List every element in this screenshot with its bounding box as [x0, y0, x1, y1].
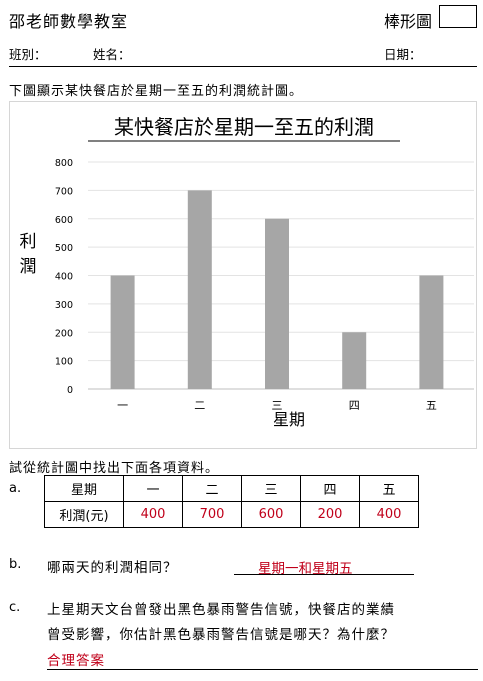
question-c-line-1: 上星期天文台曾發出黑色暴雨警告信號，快餐店的業績 [47, 602, 395, 618]
x-tick-label: 二 [194, 399, 205, 412]
y-tick-labels: 0 100 200 300 400 500 600 700 800 [55, 158, 73, 396]
bar [110, 275, 135, 389]
bar [265, 218, 289, 389]
question-c-line-2: 曾受影響，你估計黑色暴雨警告信號是哪天？為什麼？ [47, 627, 395, 643]
question-b-text: 哪兩天的利潤相同？ [47, 560, 178, 576]
y-axis-label-char: 潤 [20, 257, 37, 277]
class-label: 班別： [9, 47, 47, 62]
profit-cell: 200 [300, 501, 360, 528]
table-row: 星期 一 二 三 四 五 [44, 475, 419, 502]
y-tick-label: 800 [55, 158, 73, 169]
profit-table: 星期 一 二 三 四 五 利潤(元) 400 700 600 200 400 [44, 475, 419, 528]
y-tick-label: 100 [55, 357, 73, 368]
bar-chart: 某快餐店於星期一至五的利潤 0 100 200 300 400 500 600 700 800 … [9, 101, 477, 449]
header-divider [9, 66, 477, 67]
y-tick-label: 300 [55, 300, 73, 311]
chart-bars [110, 190, 444, 389]
question-b-answer: 星期一和星期五 [234, 557, 414, 577]
x-tick-label: 三 [272, 399, 283, 412]
y-axis-label-char: 利 [20, 232, 37, 252]
day-cell: 三 [241, 475, 301, 502]
y-tick-label: 600 [55, 215, 73, 226]
chart-canvas: 某快餐店於星期一至五的利潤 0100200300400500600700800 … [20, 115, 474, 429]
bar [187, 190, 212, 389]
profit-cell: 400 [359, 501, 419, 528]
x-axis-label: 星期 [273, 410, 305, 429]
profit-cell: 400 [123, 501, 183, 528]
x-tick-label: 四 [349, 399, 360, 412]
table-row: 利潤(元) 400 700 600 200 400 [44, 501, 419, 528]
table-row-label: 利潤(元) [44, 501, 124, 528]
profit-cell: 600 [241, 501, 301, 528]
question-c-letter: c. [9, 600, 21, 615]
question-b-letter: b. [9, 557, 22, 572]
table-header-label: 星期 [44, 475, 124, 502]
date-label: 日期： [384, 47, 422, 62]
intro-text: 下圖顯示某快餐店於星期一至五的利潤統計圖。 [9, 84, 304, 99]
bar [342, 332, 367, 389]
day-cell: 五 [359, 475, 419, 502]
y-axis-label: 利潤 [20, 232, 37, 277]
name-label: 姓名： [93, 47, 131, 62]
profit-cell: 700 [182, 501, 242, 528]
y-tick-label: 700 [55, 186, 73, 197]
chart-title: 某快餐店於星期一至五的利潤 [114, 115, 374, 139]
day-cell: 四 [300, 475, 360, 502]
bar [419, 275, 444, 389]
y-tick-label: 400 [55, 272, 73, 283]
x-tick-label: 一 [117, 399, 128, 412]
y-tick-label: 200 [55, 328, 73, 339]
day-cell: 二 [182, 475, 242, 502]
x-tick-label: 五 [426, 399, 437, 412]
question-c-answer: 合理答案 [47, 653, 105, 669]
question-c-answer-line [47, 669, 478, 670]
school-name: 邵老師數學教室 [9, 12, 129, 31]
worksheet-number-box [439, 5, 477, 28]
y-tick-label: 0 [67, 385, 73, 396]
find-instruction: 試從統計圖中找出下面各項資料。 [9, 461, 220, 476]
day-cell: 一 [123, 475, 183, 502]
y-tick-label: 500 [55, 243, 73, 254]
worksheet-type: 棒形圖 [384, 12, 433, 31]
question-a-letter: a. [9, 481, 22, 496]
x-tick-labels: 一二三四五 [117, 399, 437, 412]
